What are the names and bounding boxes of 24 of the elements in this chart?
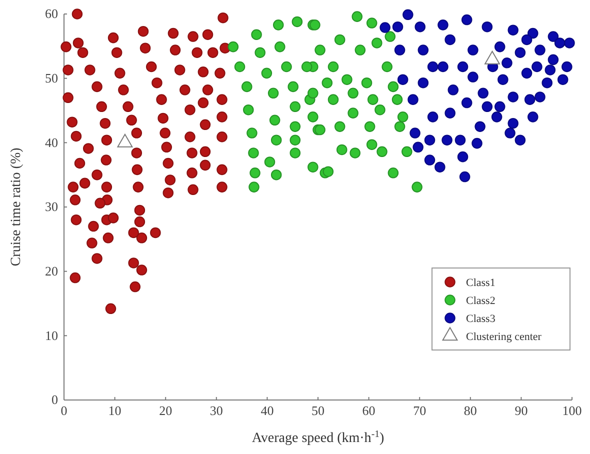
legend-label: Class1 <box>466 277 496 289</box>
y-tick-label: 40 <box>45 134 58 150</box>
x-axis-title: Average speed (km·h$^{-1}$) <box>252 428 384 446</box>
x-tick-label: 10 <box>108 403 122 418</box>
x-tick-label: 60 <box>362 403 376 418</box>
x-tick-label: 50 <box>312 403 324 418</box>
x-tick-label: 0 <box>60 403 68 418</box>
y-tick-label: 20 <box>45 263 58 278</box>
y-tick-label: 10 <box>45 328 58 343</box>
y-tick-label: 0 <box>52 392 58 408</box>
x-tick-label: 90 <box>514 403 528 418</box>
y-tick-label: 60 <box>45 6 58 22</box>
legend-label: Class2 <box>466 295 496 307</box>
x-tick-label: 20 <box>159 403 172 418</box>
legend-label: Class3 <box>466 313 496 325</box>
x-tick-label: 80 <box>464 403 477 418</box>
y-tick-label: 50 <box>45 70 58 86</box>
legend-label: Clustering center <box>466 331 542 343</box>
y-axis-title: Cruise time ratio (%) <box>9 147 24 266</box>
x-tick-label: 40 <box>260 403 274 418</box>
x-tick-label: 70 <box>413 403 426 418</box>
y-tick-label: 30 <box>45 199 58 214</box>
x-tick-label: 30 <box>210 403 223 418</box>
x-tick-label: 100 <box>562 403 582 418</box>
